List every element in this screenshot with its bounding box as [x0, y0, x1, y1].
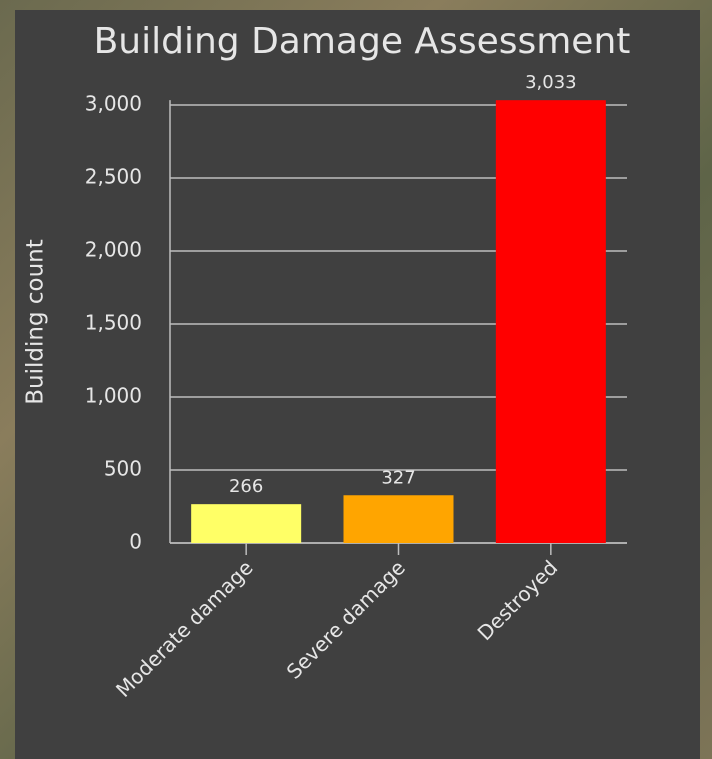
y-tick-label: 0	[129, 530, 142, 554]
y-tick-label: 1,500	[85, 311, 142, 335]
chart-title: Building Damage Assessment	[94, 21, 631, 62]
bar	[496, 100, 606, 543]
page: {"chart_data": {"type": "bar", "title": …	[0, 0, 712, 759]
bar	[344, 495, 454, 543]
value-label: 327	[381, 467, 415, 488]
y-tick-label: 2,000	[85, 238, 142, 262]
y-tick-label: 2,500	[85, 165, 142, 189]
y-tick-label: 3,000	[85, 92, 142, 116]
chart: Building Damage Assessment Building coun…	[0, 0, 712, 759]
value-label: 266	[229, 476, 263, 497]
value-label: 3,033	[525, 72, 577, 93]
y-tick-label: 1,000	[85, 384, 142, 408]
y-tick-label: 500	[104, 457, 142, 481]
bar	[191, 504, 301, 543]
y-axis-title: Building count	[23, 239, 49, 405]
